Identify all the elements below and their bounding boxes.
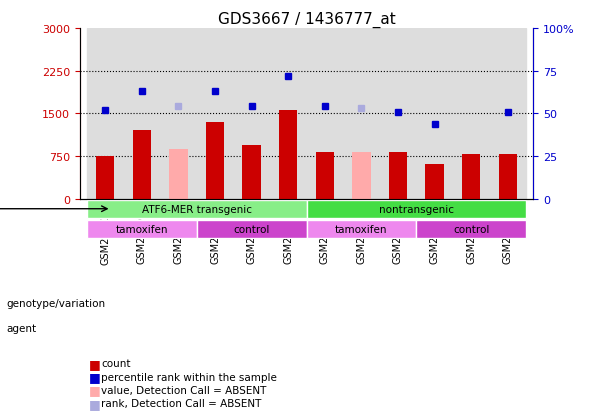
Text: control: control (453, 224, 489, 235)
Bar (270, 29, 306, 199)
Text: ■: ■ (89, 383, 101, 396)
Bar (160, 29, 197, 199)
Bar (343, 29, 379, 199)
FancyBboxPatch shape (306, 221, 416, 239)
Title: GDS3667 / 1436777_at: GDS3667 / 1436777_at (218, 12, 395, 28)
Text: percentile rank within the sample: percentile rank within the sample (101, 372, 277, 382)
Text: count: count (101, 358, 131, 368)
Bar (425, 165, 444, 199)
Bar (462, 155, 480, 199)
Bar (169, 149, 188, 199)
Bar (87, 29, 124, 199)
Text: ■: ■ (89, 396, 101, 410)
Text: ■: ■ (89, 357, 101, 370)
Bar (96, 157, 115, 199)
Bar (498, 155, 517, 199)
Bar (306, 29, 343, 199)
Bar (197, 29, 234, 199)
Bar (133, 131, 151, 199)
FancyBboxPatch shape (87, 200, 306, 218)
FancyBboxPatch shape (197, 221, 306, 239)
Text: agent: agent (6, 323, 36, 333)
Bar (124, 29, 160, 199)
Text: value, Detection Call = ABSENT: value, Detection Call = ABSENT (101, 385, 267, 395)
Text: rank, Detection Call = ABSENT: rank, Detection Call = ABSENT (101, 398, 262, 408)
Bar (243, 145, 261, 199)
Bar (489, 29, 526, 199)
Bar (279, 111, 297, 199)
Bar (389, 152, 407, 199)
Text: ■: ■ (89, 370, 101, 383)
Text: tamoxifen: tamoxifen (335, 224, 387, 235)
Bar (206, 123, 224, 199)
Bar (416, 29, 453, 199)
Text: control: control (234, 224, 270, 235)
Bar (352, 152, 370, 199)
Text: genotype/variation: genotype/variation (6, 299, 105, 309)
Bar (453, 29, 489, 199)
Text: ATF6-MER transgenic: ATF6-MER transgenic (142, 204, 252, 214)
Text: nontransgenic: nontransgenic (379, 204, 454, 214)
Bar (379, 29, 416, 199)
Text: tamoxifen: tamoxifen (116, 224, 168, 235)
FancyBboxPatch shape (306, 200, 526, 218)
FancyBboxPatch shape (416, 221, 526, 239)
FancyBboxPatch shape (87, 221, 197, 239)
Bar (316, 152, 334, 199)
Bar (234, 29, 270, 199)
